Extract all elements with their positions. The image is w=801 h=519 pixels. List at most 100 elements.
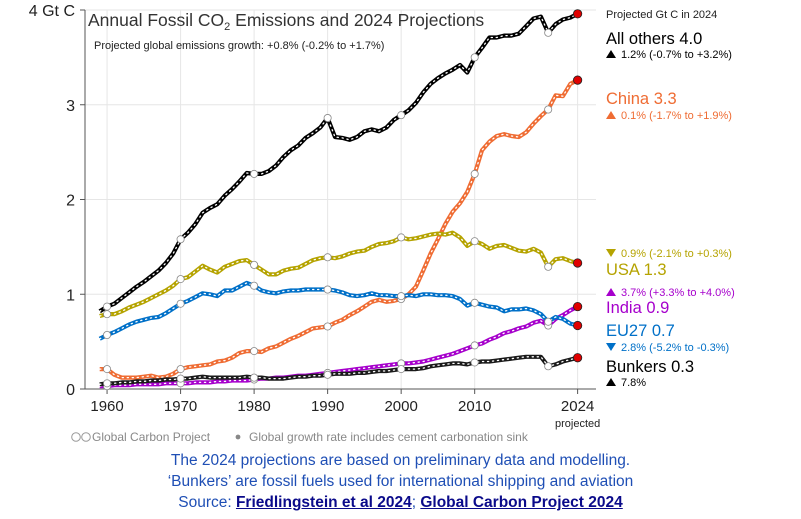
x-projected-label: projected — [555, 418, 600, 430]
series-india — [99, 301, 583, 391]
triangle-up-icon — [606, 50, 616, 58]
watermark-note: Global growth rate includes cement carbo… — [249, 430, 529, 444]
decade-marker — [470, 237, 479, 246]
triangle-down-icon — [606, 249, 616, 257]
decade-marker — [323, 370, 332, 379]
emissions-chart: 1960 1970 1980 1990 2000 2010 2024 projected 0 1 2… — [29, 3, 735, 444]
series-layer — [98, 9, 583, 391]
decade-marker — [250, 373, 259, 382]
series-name-label: USA 1.3 — [606, 261, 667, 279]
source-link-gcp[interactable]: Global Carbon Project 2024 — [420, 494, 623, 511]
decade-marker — [323, 322, 332, 331]
decade-marker — [470, 53, 479, 62]
series-growth-label: 1.2% (-0.7% to +3.2%) — [621, 49, 732, 61]
series-dots — [99, 79, 579, 379]
x-tick-label: 2010 — [458, 398, 491, 415]
x-tick-label: 2000 — [384, 398, 417, 415]
decade-marker — [176, 275, 185, 284]
series-all-others — [98, 9, 583, 314]
y-tick-label: 0 — [66, 382, 75, 399]
series-growth-label: 0.1% (-1.7% to +1.9%) — [621, 110, 732, 122]
projection-marker — [573, 301, 583, 312]
legend-header: Projected Gt C in 2024 — [606, 9, 717, 21]
decade-marker — [103, 379, 112, 388]
series-name-label: China 3.3 — [606, 90, 677, 108]
label-china: China 3.3 0.1% (-1.7% to +1.9%) — [606, 90, 732, 122]
x-tick-label: 1970 — [164, 398, 197, 415]
series-dots — [99, 231, 579, 317]
triangle-down-icon — [606, 343, 616, 351]
source-link-friedlingstein[interactable]: Friedlingstein et al 2024 — [235, 494, 412, 511]
source-separator: ; — [411, 494, 421, 511]
label-all-others: All others 4.01.2% (-0.7% to +3.2%) — [606, 30, 732, 61]
series-usa — [99, 230, 583, 319]
series-growth-label: 3.7% (+3.3% to +4.0%) — [621, 287, 735, 299]
decade-marker — [470, 358, 479, 367]
y-tick-label: 2 — [66, 193, 75, 210]
decade-marker — [397, 233, 406, 242]
x-tick-label: 1990 — [311, 398, 344, 415]
series-growth-label: 7.8% — [621, 377, 646, 389]
bullet-icon — [235, 434, 241, 440]
projection-marker — [573, 353, 583, 363]
series-labels: All others 4.01.2% (-0.7% to +3.2%) China… — [606, 30, 735, 389]
decade-marker — [323, 114, 332, 123]
y-tick-label: 3 — [66, 98, 75, 115]
decade-marker — [397, 111, 406, 120]
footer-line-2: ‘Bunkers’ are fossil fuels used for inte… — [167, 473, 634, 490]
decade-marker — [176, 299, 185, 308]
decade-marker — [544, 28, 553, 37]
triangle-up-icon — [606, 111, 616, 119]
source-prefix: Source: — [178, 494, 236, 511]
series-name-label: EU27 0.7 — [606, 322, 675, 340]
decade-marker — [397, 292, 406, 301]
projection-marker — [573, 9, 583, 19]
decade-marker — [250, 347, 259, 356]
label-india: India 0.93.7% (+3.3% to +4.0%) — [606, 287, 735, 317]
series-dots — [99, 13, 579, 312]
decade-marker — [544, 362, 553, 371]
projection-marker — [573, 320, 583, 331]
footer-source: Source: Friedlingstein et al 2024; Globa… — [0, 492, 801, 513]
series-china — [99, 75, 583, 380]
decade-marker — [470, 298, 479, 307]
decade-marker — [103, 302, 112, 311]
by-icon — [81, 432, 91, 442]
decade-marker — [176, 374, 185, 383]
decade-marker — [544, 105, 553, 114]
x-tick-label: 1980 — [237, 398, 270, 415]
x-tick-label: 2024 — [561, 398, 594, 415]
series-name-label: India 0.9 — [606, 299, 669, 317]
footer-line-1: The 2024 projections are based on prelim… — [170, 452, 631, 469]
chart-subtitle: Projected global emissions growth: +0.8%… — [94, 40, 384, 52]
decade-marker — [323, 253, 332, 262]
series-dots — [99, 282, 579, 340]
watermark-text: Global Carbon Project — [92, 430, 211, 444]
series-line — [98, 11, 579, 314]
decade-marker — [397, 365, 406, 374]
x-tick-label: 1960 — [90, 398, 123, 415]
decade-marker — [250, 260, 259, 269]
decade-marker — [103, 330, 112, 339]
series-growth-label: 0.9% (-2.1% to +0.3%) — [621, 248, 732, 260]
decade-marker — [103, 365, 112, 374]
y-tick-label: 4 Gt C — [29, 3, 75, 20]
decade-marker — [176, 235, 185, 244]
decade-marker — [250, 169, 259, 178]
decade-marker — [470, 341, 479, 350]
series-bunkers — [99, 353, 583, 388]
projection-marker — [573, 258, 583, 268]
decade-marker — [544, 317, 553, 326]
decade-marker — [323, 285, 332, 294]
series-eu27 — [98, 280, 583, 341]
label-eu27: EU27 0.7 2.8% (-5.2% to -0.3%) — [606, 322, 729, 354]
cc-icon — [71, 432, 81, 442]
decade-marker — [250, 281, 259, 290]
series-name-label: All others 4.0 — [606, 30, 702, 48]
label-bunkers: Bunkers 0.37.8% — [606, 358, 694, 389]
series-growth-label: 2.8% (-5.2% to -0.3%) — [621, 342, 729, 354]
decade-marker — [544, 262, 553, 271]
footer-notes: The 2024 projections are based on prelim… — [0, 450, 801, 513]
label-usa: USA 1.30.9% (-2.1% to +0.3%) — [606, 248, 732, 279]
series-name-label: Bunkers 0.3 — [606, 358, 694, 376]
